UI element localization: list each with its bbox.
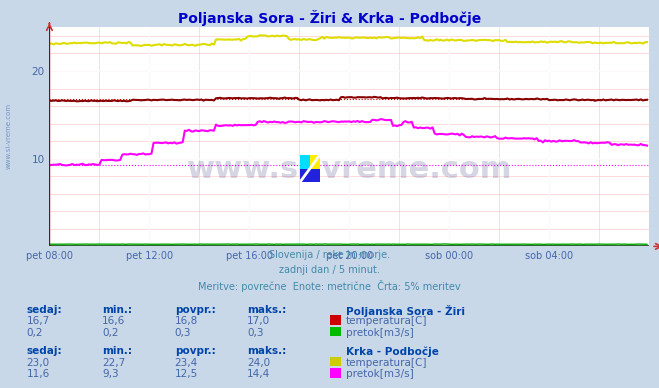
Text: Poljanska Sora - Žiri & Krka - Podbočje: Poljanska Sora - Žiri & Krka - Podbočje [178, 10, 481, 26]
Bar [310, 155, 320, 169]
Text: 11,6: 11,6 [26, 369, 49, 379]
Text: sedaj:: sedaj: [26, 346, 62, 356]
Text: Krka - Podbočje: Krka - Podbočje [346, 346, 439, 357]
Text: 16,7: 16,7 [26, 316, 49, 326]
Text: povpr.:: povpr.: [175, 305, 215, 315]
Text: 14,4: 14,4 [247, 369, 270, 379]
Text: 24,0: 24,0 [247, 358, 270, 368]
Text: www.si-vreme.com: www.si-vreme.com [5, 103, 11, 169]
Text: 0,3: 0,3 [247, 328, 264, 338]
Text: temperatura[C]: temperatura[C] [346, 316, 428, 326]
Text: 16,8: 16,8 [175, 316, 198, 326]
Text: 22,7: 22,7 [102, 358, 125, 368]
Text: Meritve: povrečne  Enote: metrične  Črta: 5% meritev: Meritve: povrečne Enote: metrične Črta: … [198, 280, 461, 292]
Text: 12,5: 12,5 [175, 369, 198, 379]
Text: pretok[m3/s]: pretok[m3/s] [346, 369, 414, 379]
Text: 16,6: 16,6 [102, 316, 125, 326]
Bar [300, 155, 310, 169]
Text: 23,0: 23,0 [26, 358, 49, 368]
Text: 23,4: 23,4 [175, 358, 198, 368]
Text: temperatura[C]: temperatura[C] [346, 358, 428, 368]
Text: 0,2: 0,2 [102, 328, 119, 338]
Text: povpr.:: povpr.: [175, 346, 215, 356]
Text: 17,0: 17,0 [247, 316, 270, 326]
Text: maks.:: maks.: [247, 305, 287, 315]
Text: 0,3: 0,3 [175, 328, 191, 338]
Text: Slovenija / reke in morje.: Slovenija / reke in morje. [269, 250, 390, 260]
Text: 0,2: 0,2 [26, 328, 43, 338]
Bar [310, 169, 320, 182]
Text: Poljanska Sora - Žiri: Poljanska Sora - Žiri [346, 305, 465, 317]
Text: pretok[m3/s]: pretok[m3/s] [346, 328, 414, 338]
Text: zadnji dan / 5 minut.: zadnji dan / 5 minut. [279, 265, 380, 275]
Text: sedaj:: sedaj: [26, 305, 62, 315]
Text: www.si-vreme.com: www.si-vreme.com [186, 155, 512, 184]
Text: 9,3: 9,3 [102, 369, 119, 379]
Text: min.:: min.: [102, 346, 132, 356]
Text: maks.:: maks.: [247, 346, 287, 356]
Text: min.:: min.: [102, 305, 132, 315]
Bar [300, 169, 310, 182]
